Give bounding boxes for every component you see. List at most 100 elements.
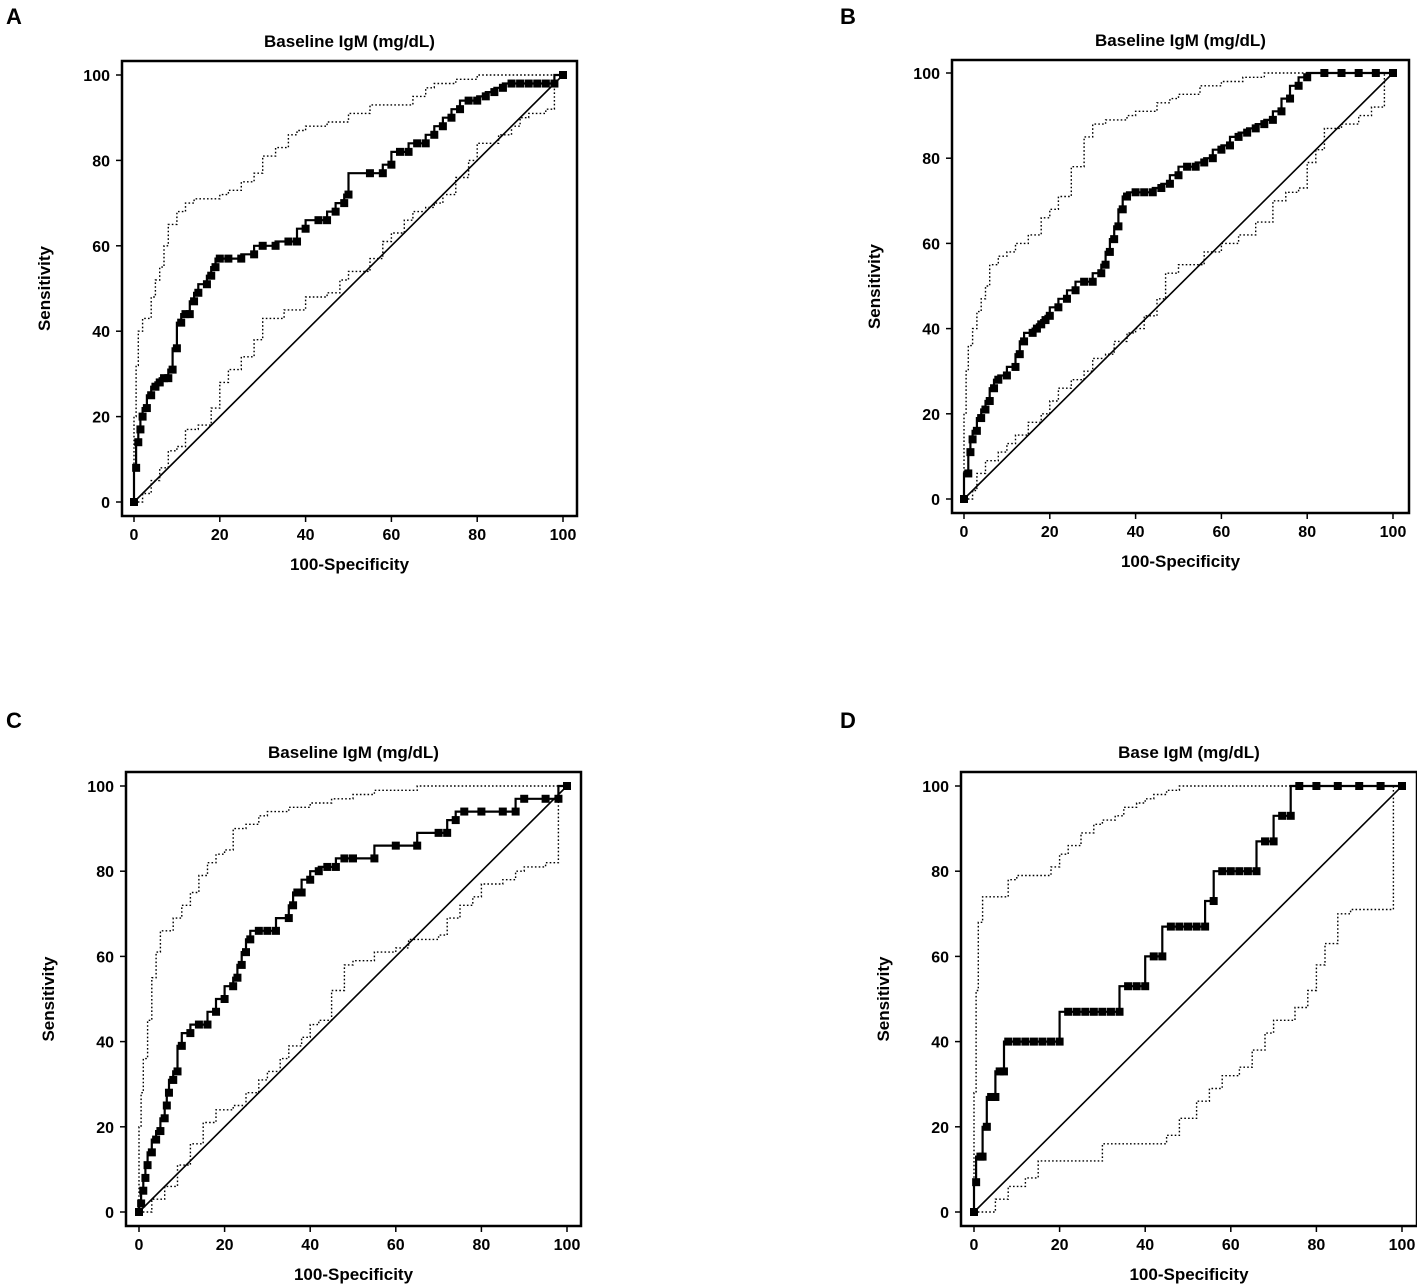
reference-diagonal	[138, 785, 568, 1213]
roc-point-marker	[1260, 120, 1269, 129]
x-tick-label: 60	[383, 527, 401, 544]
roc-point-marker	[1131, 188, 1140, 197]
panel-label-b: B	[840, 4, 856, 29]
roc-point-marker	[387, 160, 396, 169]
roc-point-marker	[246, 935, 255, 944]
roc-point-marker	[181, 310, 190, 319]
y-tick-label: 20	[96, 1120, 114, 1137]
roc-point-marker	[968, 435, 977, 444]
roc-point-marker	[1028, 328, 1037, 337]
roc-point-marker	[1226, 867, 1235, 876]
reference-diagonal	[133, 74, 564, 503]
y-tick-label: 40	[96, 1035, 114, 1052]
roc-point-marker	[1055, 1037, 1064, 1046]
roc-point-marker	[314, 867, 323, 876]
roc-point-marker	[464, 96, 473, 105]
roc-point-marker	[1088, 277, 1097, 286]
y-axis-label: Sensitivity	[865, 243, 884, 329]
roc-point-marker	[1072, 1007, 1081, 1016]
roc-point-marker	[271, 926, 280, 935]
roc-point-marker	[490, 88, 499, 97]
roc-point-marker	[138, 412, 147, 421]
x-tick-label: 0	[960, 524, 969, 541]
panel-label-a: A	[6, 4, 22, 29]
roc-point-marker	[520, 794, 529, 803]
roc-point-marker	[1191, 162, 1200, 171]
roc-point-marker	[301, 224, 310, 233]
roc-point-marker	[430, 130, 439, 139]
x-tick-label: 100	[554, 1237, 581, 1254]
upper-ci-curve	[963, 72, 1393, 499]
x-tick-label: 0	[970, 1237, 979, 1254]
roc-point-marker	[284, 914, 293, 923]
roc-point-marker	[1020, 337, 1029, 346]
roc-point-marker	[473, 96, 482, 105]
roc-point-marker	[194, 288, 203, 297]
roc-point-marker	[132, 463, 141, 472]
roc-point-marker	[1041, 316, 1050, 325]
roc-point-marker	[233, 973, 242, 982]
roc-point-marker	[990, 384, 999, 393]
roc-point-marker	[1004, 1037, 1013, 1046]
plot-frame	[124, 770, 583, 1228]
chart-panel-a: Baseline IgM (mg/dL) 0 20 40 60 80 100 0 20 40 60 8…	[35, 32, 579, 574]
roc-point-marker	[1038, 1037, 1047, 1046]
roc-curve	[972, 784, 1402, 1212]
roc-point-marker	[460, 807, 469, 816]
x-tick-label: 0	[135, 1237, 144, 1254]
roc-point-marker	[1047, 1037, 1056, 1046]
roc-point-marker	[1045, 311, 1054, 320]
roc-point-marker	[985, 397, 994, 406]
roc-point-marker	[1286, 94, 1295, 103]
roc-point-marker	[1081, 1007, 1090, 1016]
y-tick-label: 80	[922, 151, 940, 168]
y-tick-label: 60	[92, 239, 110, 256]
upper-ci-curve	[133, 74, 563, 502]
roc-point-marker	[1295, 782, 1304, 790]
roc-point-marker	[331, 862, 340, 871]
roc-point-marker	[999, 1067, 1008, 1076]
roc-point-marker	[164, 374, 173, 383]
roc-point-marker	[344, 190, 353, 199]
y-axis-label: Sensitivity	[39, 956, 58, 1042]
roc-point-marker	[1218, 867, 1227, 876]
roc-point-marker	[1243, 128, 1252, 137]
roc-point-marker	[964, 469, 973, 478]
roc-point-marker	[1355, 782, 1364, 790]
roc-point-marker	[533, 79, 542, 88]
y-tick-label: 40	[92, 324, 110, 341]
roc-point-marker	[349, 854, 357, 863]
roc-point-marker	[977, 414, 986, 423]
chart-title: Baseline IgM (mg/dL)	[1095, 31, 1266, 50]
roc-point-marker	[978, 1152, 987, 1161]
roc-point-marker	[263, 926, 272, 935]
y-tick-label: 20	[922, 407, 940, 424]
x-tick-label: 20	[216, 1237, 234, 1254]
roc-point-marker	[378, 169, 387, 178]
roc-point-marker	[156, 1127, 165, 1136]
upper-ci-curve	[138, 785, 567, 1212]
roc-point-marker	[1114, 222, 1123, 231]
roc-point-marker	[1097, 269, 1106, 278]
roc-point-marker	[1015, 350, 1024, 359]
roc-point-marker	[293, 888, 302, 897]
roc-point-marker	[421, 139, 430, 148]
roc-point-marker	[289, 901, 298, 910]
roc-point-marker	[1002, 371, 1011, 380]
y-tick-label: 80	[931, 864, 949, 881]
y-tick-label: 0	[101, 495, 110, 512]
roc-point-marker	[1337, 69, 1346, 77]
roc-point-marker	[987, 1092, 996, 1101]
roc-point-marker	[202, 280, 211, 289]
roc-point-marker	[1278, 811, 1287, 820]
roc-point-marker	[147, 391, 156, 400]
reference-diagonal	[973, 785, 1403, 1213]
x-tick-label: 20	[211, 527, 229, 544]
y-tick-label: 100	[83, 68, 110, 85]
chart-title: Baseline IgM (mg/dL)	[264, 32, 435, 51]
roc-point-marker	[1208, 154, 1217, 163]
roc-point-marker	[284, 237, 293, 246]
roc-point-marker	[297, 888, 306, 897]
roc-point-marker	[443, 828, 452, 837]
